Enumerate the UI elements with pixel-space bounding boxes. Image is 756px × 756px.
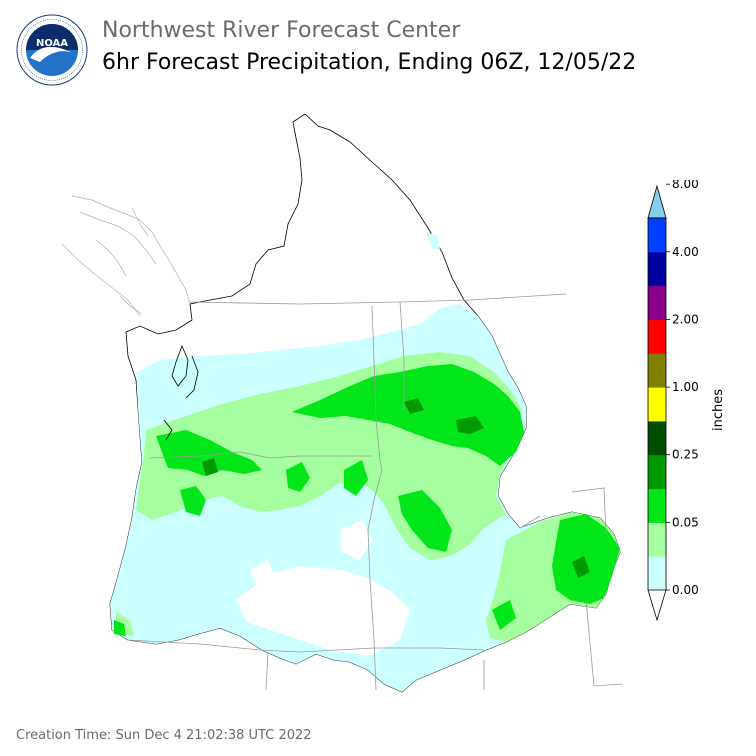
colorbar-bin [648,488,666,523]
colorbar-tick-label: 8.00 [672,180,699,191]
colorbar-bin [648,556,666,591]
colorbar-bin [648,420,666,456]
colorbar-tick-label: 4.00 [672,245,699,259]
colorbar-extend-high [647,184,667,219]
state-boundaries [127,293,623,691]
colorbar-bin [648,218,666,253]
precip-area-dark-green [456,416,484,434]
colorbar-bin [648,454,666,490]
colorbar-tick-label: 0.05 [672,515,699,529]
colorbar-bin [648,251,666,287]
noaa-center-text: NOAA [36,38,68,49]
creation-time: Creation Time: Sun Dec 4 21:02:38 UTC 20… [16,728,312,743]
colorbar-bin [648,285,666,320]
colorbar-tick-label: 0.00 [672,583,699,597]
colorbar-tick-label: 0.25 [672,448,699,462]
noaa-logo: NOAA [16,14,88,86]
precip-colorbar: 0.00 0.05 0.25 1.00 2.00 4.00 8.00 inches [647,180,726,622]
precip-map [61,113,623,693]
colorbar-bin [648,319,666,354]
colorbar-bin [648,387,666,422]
colorbar-bin [648,353,666,388]
colorbar-tick-label: 2.00 [672,312,699,326]
product-title: 6hr Forecast Precipitation, Ending 06Z, … [102,50,637,75]
colorbar-units: inches [711,389,726,431]
precip-area-0-25-to-1-00 [156,430,262,476]
colorbar-bin [648,522,666,557]
agency-title: Northwest River Forecast Center [102,18,461,43]
colorbar-tick-label: 1.00 [672,380,699,394]
puget-sound [163,344,199,441]
dry-area-south [236,566,410,656]
coastline-detail [61,195,191,317]
colorbar-extend-low [647,589,667,622]
